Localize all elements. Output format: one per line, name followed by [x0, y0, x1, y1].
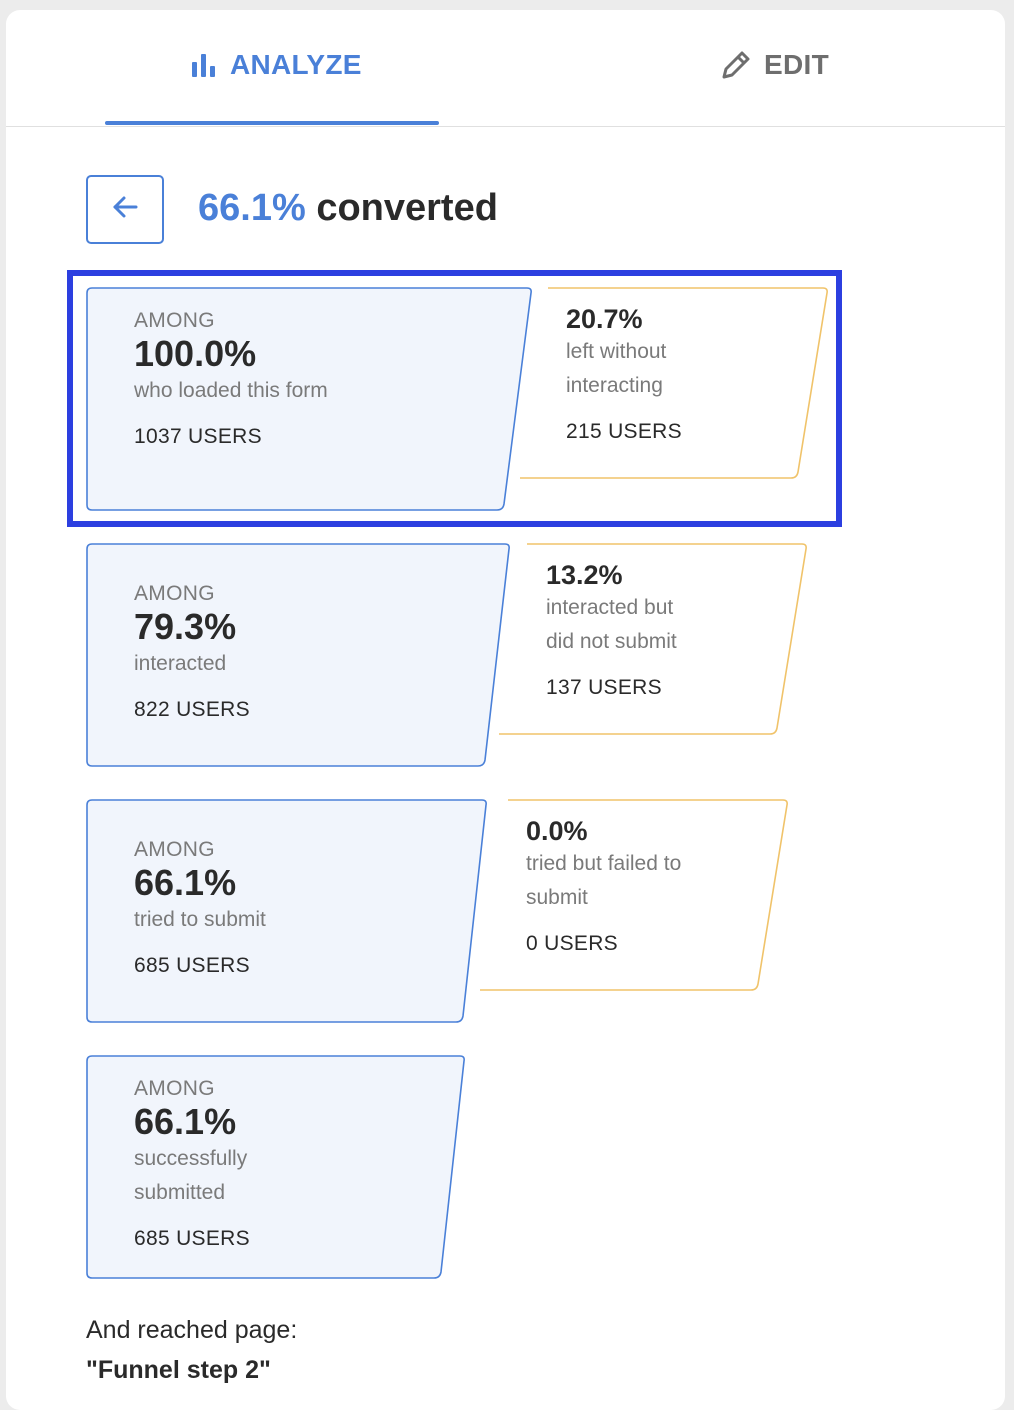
stage-users: 685 USERS — [134, 1227, 250, 1250]
stage-desc: successfully submitted — [134, 1147, 248, 1204]
dropoff-pct: 13.2% — [546, 560, 623, 590]
funnel-stage-shape — [86, 1055, 465, 1279]
funnel-stage[interactable]: AMONG 66.1% successfully submitted 685 U… — [134, 1076, 334, 1251]
funnel-stage-shape — [86, 287, 532, 511]
dropoff-desc: left without interacting — [566, 340, 667, 397]
selected-stage-highlight — [67, 270, 842, 527]
stage-users: 822 USERS — [134, 698, 250, 721]
tab-edit[interactable]: EDIT — [720, 40, 829, 90]
reached-page: And reached page: "Funnel step 2" — [86, 1310, 297, 1390]
dropoff-pct: 20.7% — [566, 304, 643, 334]
back-button[interactable] — [86, 175, 164, 244]
active-tab-indicator — [105, 121, 439, 125]
dropoff[interactable]: 20.7% left without interacting 215 USERS — [566, 303, 726, 444]
funnel-stage-shape — [86, 543, 510, 767]
stage-desc: who loaded this form — [134, 379, 328, 402]
stage-users: 1037 USERS — [134, 425, 262, 448]
stage-pct: 100.0% — [134, 333, 257, 374]
stage-pct: 79.3% — [134, 606, 237, 647]
dropoff-shape — [520, 287, 828, 479]
reached-page-name: "Funnel step 2" — [86, 1356, 271, 1384]
stage-users: 685 USERS — [134, 954, 250, 977]
tab-edit-label: EDIT — [764, 49, 829, 80]
funnel-stage[interactable]: AMONG 79.3% interacted 822 USERS — [134, 581, 334, 722]
dropoff-pct: 0.0% — [526, 816, 588, 846]
dropoff-desc: tried but failed to submit — [526, 852, 682, 909]
reached-label: And reached page: — [86, 1316, 298, 1344]
dropoff-desc: interacted but did not submit — [546, 596, 677, 653]
dropoff-users: 137 USERS — [546, 676, 662, 699]
dropoff-shape — [480, 799, 788, 991]
tabs-divider — [6, 126, 1005, 127]
conversion-label: converted — [316, 187, 498, 229]
dropoff-users: 0 USERS — [526, 932, 618, 955]
stage-desc: tried to submit — [134, 908, 266, 931]
stage-pct: 66.1% — [134, 862, 237, 903]
bar-chart-icon — [190, 51, 218, 79]
dropoff-shape — [499, 543, 807, 735]
dropoff-users: 215 USERS — [566, 420, 682, 443]
funnel-stage[interactable]: AMONG 100.0% who loaded this form 1037 U… — [134, 308, 334, 449]
funnel-stage[interactable]: AMONG 66.1% tried to submit 685 USERS — [134, 837, 334, 978]
among-label: AMONG — [134, 309, 215, 332]
conversion-pct: 66.1% — [198, 187, 306, 229]
among-label: AMONG — [134, 582, 215, 605]
among-label: AMONG — [134, 1077, 215, 1100]
dropoff[interactable]: 0.0% tried but failed to submit 0 USERS — [526, 815, 686, 956]
stage-desc: interacted — [134, 652, 227, 675]
arrow-left-icon — [110, 192, 140, 227]
tab-analyze-label: ANALYZE — [230, 49, 362, 80]
pencil-icon — [720, 49, 752, 81]
conversion-headline: 66.1% converted — [198, 182, 498, 234]
funnel-stage-shape — [86, 799, 487, 1023]
stage-pct: 66.1% — [134, 1101, 237, 1142]
among-label: AMONG — [134, 838, 215, 861]
tab-analyze[interactable]: ANALYZE — [190, 40, 362, 90]
dropoff[interactable]: 13.2% interacted but did not submit 137 … — [546, 559, 706, 700]
